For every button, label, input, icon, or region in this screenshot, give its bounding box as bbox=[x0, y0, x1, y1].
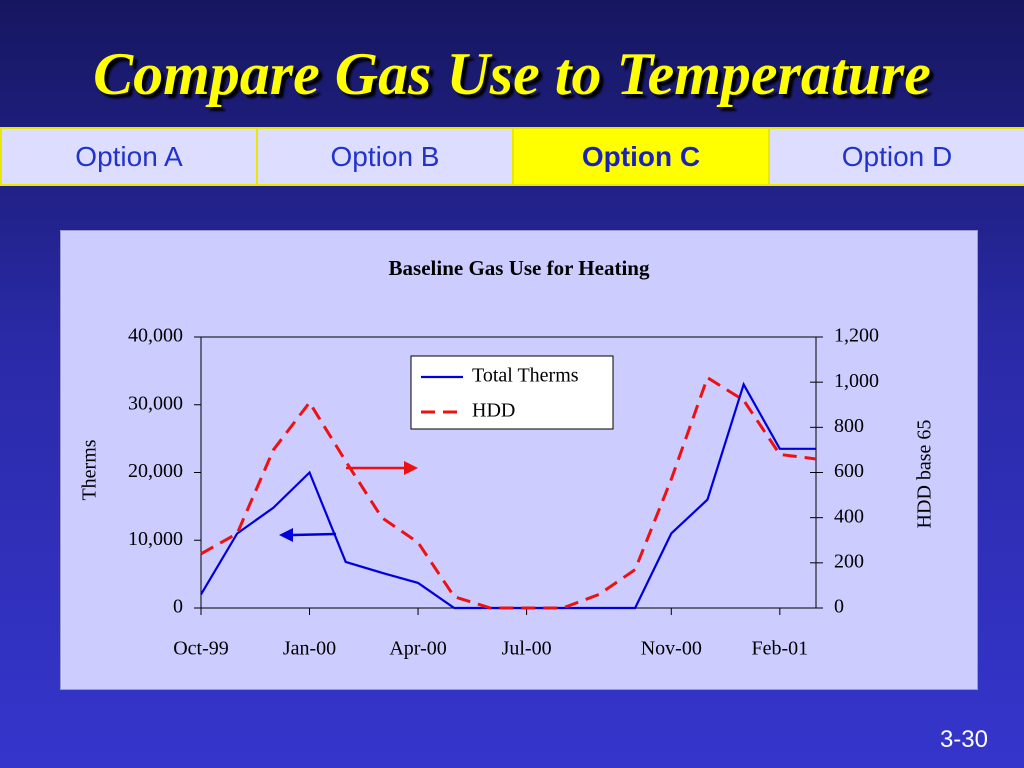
y2-tick-label: 0 bbox=[834, 596, 844, 618]
legend-label: HDD bbox=[472, 400, 515, 422]
y-tick-label: 30,000 bbox=[128, 392, 183, 414]
arrow-blue bbox=[292, 532, 337, 537]
y2-tick-label: 800 bbox=[834, 415, 864, 437]
arrow-head-blue bbox=[279, 528, 293, 542]
y2-axis-label: HDD base 65 bbox=[914, 420, 936, 529]
tab[interactable]: Option D bbox=[841, 140, 953, 172]
tab[interactable]: Option C bbox=[514, 129, 770, 184]
y2-tick-label: 400 bbox=[834, 505, 864, 527]
arrow-head-red bbox=[404, 461, 418, 475]
y-tick-label: 40,000 bbox=[128, 325, 183, 347]
chart-panel: Baseline Gas Use for Heating Therms HDD … bbox=[60, 230, 978, 690]
y2-tick-label: 600 bbox=[834, 460, 864, 482]
y2-tick-label: 1,000 bbox=[834, 370, 879, 392]
tab[interactable]: Option B bbox=[258, 129, 514, 184]
y-axis-label: Therms bbox=[79, 439, 101, 500]
y2-tick-label: 200 bbox=[834, 550, 864, 572]
x-tick-label: Feb-01 bbox=[751, 638, 808, 660]
series-line bbox=[200, 375, 817, 610]
y2-tick-label: 1,200 bbox=[834, 325, 879, 347]
chart-title: Baseline Gas Use for Heating bbox=[389, 256, 650, 280]
y-tick-label: 10,000 bbox=[128, 528, 183, 550]
chart: Baseline Gas Use for Heating Therms HDD … bbox=[79, 256, 936, 660]
legend-label: Total Therms bbox=[472, 365, 579, 387]
tab-bar: Option A Option B Option C Option D bbox=[0, 127, 1024, 186]
y-tick-label: 0 bbox=[173, 596, 183, 618]
x-tick-label: Nov-00 bbox=[641, 638, 702, 660]
slide-title: Compare Gas Use to Temperature bbox=[93, 41, 931, 107]
legend-box bbox=[410, 355, 614, 430]
y-tick-label: 20,000 bbox=[128, 460, 183, 482]
x-tick-label: Apr-00 bbox=[389, 638, 446, 660]
annotation-arrows bbox=[279, 461, 418, 542]
page-number: 3-30 bbox=[939, 726, 988, 753]
tab[interactable]: Option A bbox=[2, 129, 258, 184]
x-tick-label: Oct-99 bbox=[173, 638, 229, 660]
x-tick-label: Jul-00 bbox=[502, 638, 552, 660]
x-tick-label: Jan-00 bbox=[283, 638, 336, 660]
